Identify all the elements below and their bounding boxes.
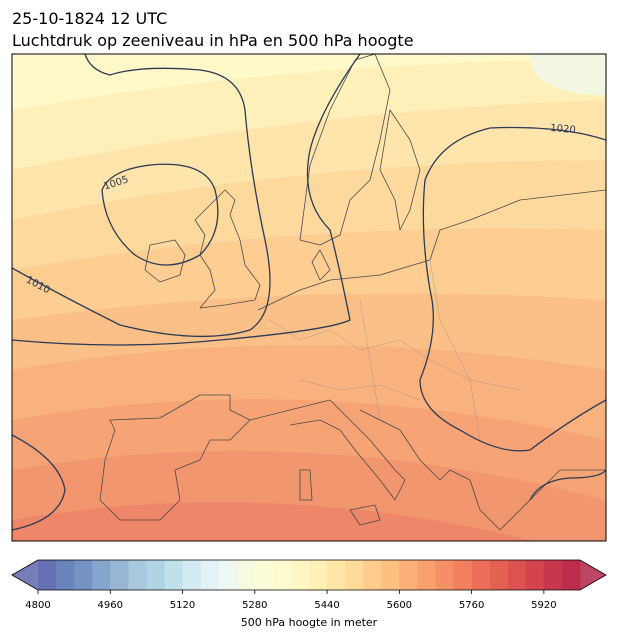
- colorbar-segment: [309, 560, 328, 590]
- colorbar-under: [12, 560, 38, 590]
- colorbar-tick-label: 5920: [531, 600, 556, 611]
- colorbar-segment: [525, 560, 545, 590]
- map: [12, 54, 606, 541]
- colorbar-segment: [381, 560, 400, 590]
- map-frame: [11, 53, 607, 542]
- colorbar-segment: [435, 560, 455, 590]
- colorbar-segment: [507, 560, 527, 590]
- colorbar-segment: [200, 560, 220, 590]
- colorbar-segment: [363, 560, 382, 590]
- colorbar-segment: [254, 560, 274, 590]
- colorbar-segment: [543, 560, 563, 590]
- colorbar-segment: [146, 560, 165, 590]
- colorbar-segment: [92, 560, 111, 590]
- colorbar-segment: [164, 560, 184, 590]
- colorbar-segment: [399, 560, 418, 590]
- subtitle: Luchtdruk op zeeniveau in hPa en 500 hPa…: [12, 31, 414, 50]
- colorbar-segment: [453, 560, 473, 590]
- colorbar-segment: [561, 560, 581, 590]
- contour-label: 1020: [550, 123, 576, 136]
- colorbar-segment: [236, 560, 256, 590]
- colorbar-segment: [417, 560, 436, 590]
- colorbar-segment: [489, 560, 509, 590]
- colorbar-tick-label: 4960: [98, 600, 123, 611]
- colorbar-segment: [345, 560, 364, 590]
- colorbar-tick-label: 5280: [242, 600, 267, 611]
- colorbar-label: 500 hPa hoogte in meter: [241, 616, 378, 629]
- colorbar-segment: [471, 560, 491, 590]
- colorbar-segment: [290, 560, 310, 590]
- colorbar-segment: [74, 560, 93, 590]
- colorbar-tick-label: 4800: [25, 600, 50, 611]
- colorbar-segment: [110, 560, 129, 590]
- colorbar-over: [580, 560, 606, 590]
- title: 25-10-1824 12 UTC: [12, 9, 167, 28]
- colorbar-segment: [218, 560, 238, 590]
- colorbar-tick-label: 5120: [170, 600, 195, 611]
- colorbar-tick-label: 5760: [459, 600, 484, 611]
- colorbar-segment: [128, 560, 147, 590]
- colorbar-frame: [11, 559, 607, 591]
- colorbar-tick-label: 5440: [314, 600, 339, 611]
- colorbar-segment: [182, 560, 202, 590]
- colorbar-tick-label: 5600: [387, 600, 412, 611]
- colorbar-segment: [56, 560, 75, 590]
- colorbar-segment: [38, 560, 57, 590]
- colorbar-segment: [272, 560, 292, 590]
- colorbar-segment: [327, 560, 346, 590]
